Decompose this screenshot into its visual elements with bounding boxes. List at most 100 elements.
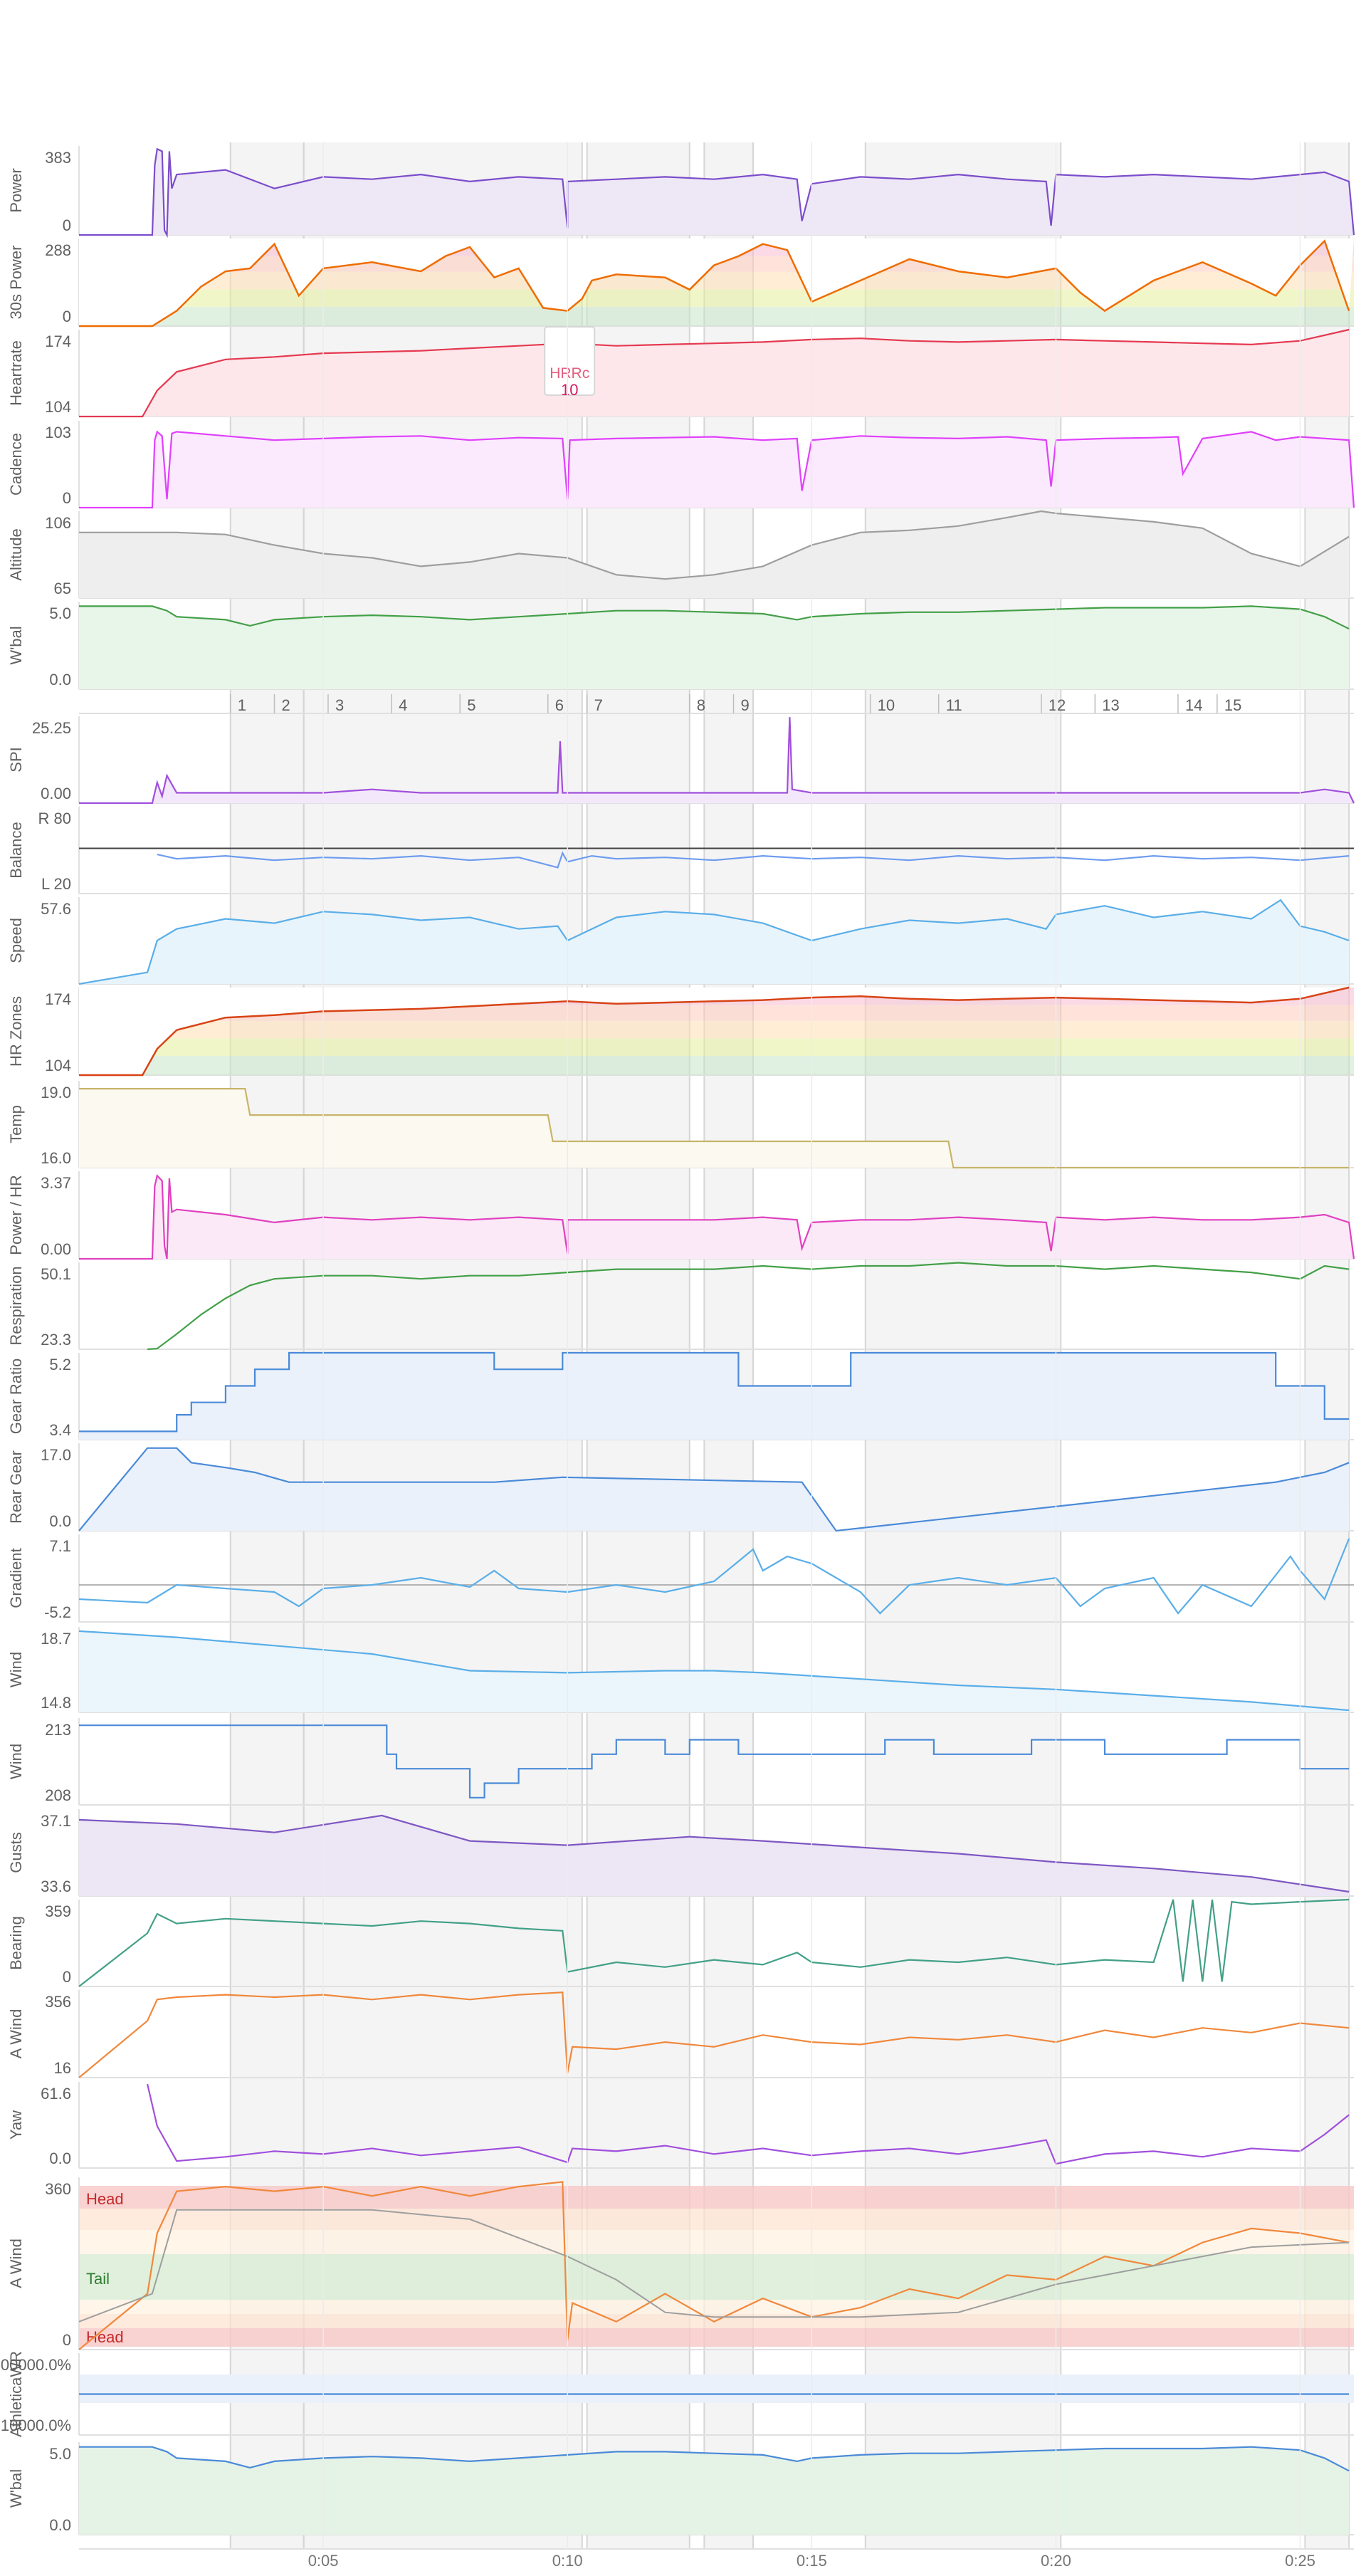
chart-25-w-bal: W'bal 5.0 0.0 bbox=[7, 2442, 1354, 2535]
series-line bbox=[78, 1630, 1350, 1712]
series-line bbox=[78, 1991, 1350, 2078]
zone-band-2 bbox=[79, 1038, 1354, 1056]
y-tick-label: 10000.0% bbox=[1, 2417, 71, 2434]
axis-label: Rear Gear bbox=[7, 1450, 25, 1524]
y-tick-label: 37.1 bbox=[41, 1812, 71, 1830]
series-line bbox=[79, 2446, 1350, 2472]
lap-label-14: 14 bbox=[1185, 696, 1202, 714]
lap-label-11: 11 bbox=[946, 696, 962, 714]
axis-label: HR Zones bbox=[7, 996, 25, 1067]
y-tick-label: 19.0 bbox=[41, 1084, 71, 1101]
y-tick-label: 0 bbox=[63, 216, 71, 234]
y-tick-label: 0 bbox=[63, 489, 71, 507]
chart-13-respiration: Respiration 50.1 23.3 bbox=[7, 1262, 1354, 1351]
area-fill bbox=[79, 1630, 1350, 1712]
y-tick-label: 103 bbox=[45, 424, 71, 441]
lap-label-9: 9 bbox=[741, 696, 750, 714]
zone-band-1 bbox=[79, 1055, 1354, 1075]
time-tick-label: 0:15 bbox=[797, 2552, 827, 2570]
axis-label: W'bal bbox=[7, 2469, 25, 2508]
head-zone-top bbox=[79, 2186, 1354, 2209]
series-line bbox=[79, 1351, 1350, 1433]
axis-label: Wind bbox=[7, 1652, 25, 1687]
series-line bbox=[79, 239, 1350, 328]
axis-label: Gradient bbox=[7, 1548, 25, 1608]
tail-zone bbox=[79, 2254, 1354, 2300]
lap-label-12: 12 bbox=[1049, 696, 1066, 714]
chart-11-temp: Temp 19.0 16.0 bbox=[7, 1081, 1354, 1169]
chart-2-30s-power: 30s Power 288 0 bbox=[7, 239, 1354, 328]
axis-label: AthleticaWR bbox=[7, 2351, 25, 2437]
time-tick-label: 0:10 bbox=[552, 2552, 583, 2570]
y-tick-label: 0 bbox=[63, 1968, 71, 1986]
chart-20-bearing: Bearing 359 0 bbox=[7, 1898, 1354, 1987]
axis-label: Wind bbox=[7, 1744, 25, 1779]
y-tick-label: 213 bbox=[45, 1721, 71, 1739]
hrrc-box bbox=[544, 326, 596, 396]
axis-label: Altitude bbox=[7, 528, 25, 580]
time-axis: 0:05 0:10 0:15 0:20 0:25 bbox=[79, 142, 1354, 2570]
y-tick-label: -5.2 bbox=[44, 1603, 71, 1621]
y-tick-label: 50.1 bbox=[41, 1265, 71, 1283]
lap-markers: 1 2 3 4 5 6 7 8 9 10 11 12 13 14 15 bbox=[79, 694, 1354, 714]
y-tick-label: 0 bbox=[63, 308, 71, 325]
lap-label-2: 2 bbox=[281, 696, 290, 714]
y-tick-label: 65 bbox=[54, 580, 71, 597]
lap-label-1: 1 bbox=[238, 696, 246, 714]
series-line bbox=[147, 1262, 1350, 1351]
y-tick-label: 383 bbox=[45, 149, 71, 167]
y-tick-label: 14.8 bbox=[41, 1694, 71, 1712]
lap-label-5: 5 bbox=[467, 696, 475, 714]
y-tick-label: 104 bbox=[45, 1057, 71, 1074]
time-tick-label: 0:20 bbox=[1041, 2552, 1071, 2570]
axis-label: W'bal bbox=[7, 626, 25, 664]
y-tick-label: 356 bbox=[45, 1993, 71, 2011]
interval-band-2 bbox=[303, 142, 582, 2549]
chart-8-balance: Balance R 80 L 20 bbox=[7, 807, 1354, 894]
lap-label-10: 10 bbox=[878, 696, 895, 714]
hrrc-label: HRRc bbox=[550, 365, 589, 382]
head-label-top: Head bbox=[86, 2190, 124, 2208]
chart-6-w-bal: W'bal 5.0 0.0 bbox=[7, 602, 1354, 690]
series-line bbox=[79, 430, 1355, 509]
chart-16-gradient: Gradient 7.1 -5.2 bbox=[7, 1534, 1354, 1623]
axis-label: Heartrate bbox=[7, 340, 25, 406]
series-line bbox=[79, 1724, 1350, 1799]
zone-band-1 bbox=[79, 306, 1354, 326]
axis-label: SPI bbox=[7, 747, 25, 772]
area-fill bbox=[79, 149, 1354, 235]
y-tick-label: 3.37 bbox=[41, 1174, 71, 1192]
y-tick-label: 0.0 bbox=[49, 2516, 71, 2534]
y-tick-label: 288 bbox=[45, 241, 71, 259]
interval-band-3 bbox=[587, 142, 690, 2549]
zone bbox=[79, 2300, 1354, 2314]
chart-1-power: Power 383 0 bbox=[7, 146, 1355, 239]
interval-band-4 bbox=[704, 142, 753, 2549]
zone bbox=[79, 2209, 1354, 2230]
series-line bbox=[79, 1088, 1350, 1169]
y-tick-label: 57.6 bbox=[41, 900, 71, 918]
series-line bbox=[78, 1814, 1350, 1893]
y-tick-label: 18.7 bbox=[41, 1630, 71, 1648]
athletica-band bbox=[79, 2375, 1354, 2403]
series-line bbox=[157, 851, 1350, 869]
y-tick-label: 174 bbox=[45, 990, 71, 1008]
y-tick-label: 359 bbox=[45, 1902, 71, 1920]
chart-3-heartrate: Heartrate 174 104 bbox=[7, 328, 1354, 418]
axis-label: Temp bbox=[7, 1105, 25, 1143]
y-tick-label: L 20 bbox=[41, 875, 71, 893]
series-line bbox=[78, 899, 1350, 985]
chart-19-gusts: Gusts 37.1 33.6 bbox=[7, 1809, 1354, 1897]
area-fill bbox=[79, 431, 1354, 508]
chart-7-spi: SPI 25.25 0.00 bbox=[7, 716, 1355, 805]
chart-10-hr-zones: HR Zones 174 104 bbox=[7, 986, 1354, 1077]
series-line bbox=[78, 1538, 1350, 1615]
time-tick-label: 0:05 bbox=[308, 2552, 339, 2570]
y-tick-label: 25.25 bbox=[32, 719, 71, 737]
series-line bbox=[79, 717, 1355, 805]
lap-label-3: 3 bbox=[335, 696, 344, 714]
series-line bbox=[79, 510, 1350, 580]
chart-12-power-hr: Power / HR 3.37 0.00 bbox=[7, 1171, 1355, 1260]
y-tick-label: 5.2 bbox=[49, 1356, 71, 1373]
lap-label-7: 7 bbox=[594, 696, 603, 714]
